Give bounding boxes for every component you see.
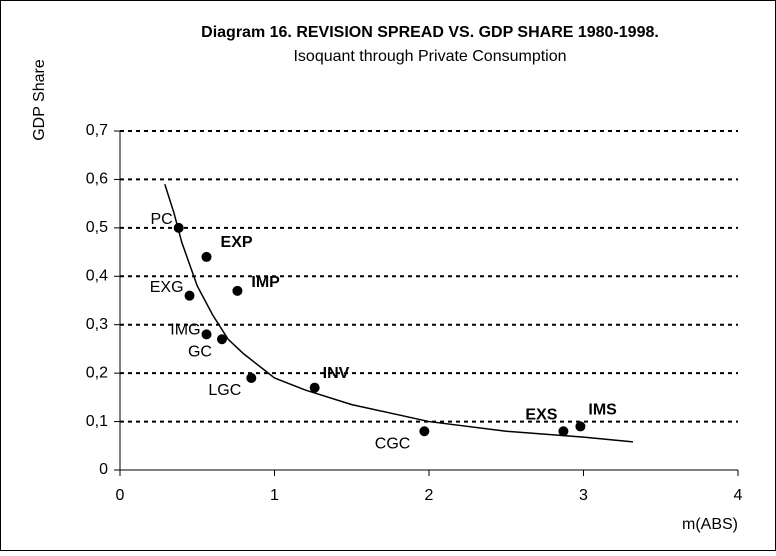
- chart-subtitle: Isoquant through Private Consumption: [293, 48, 566, 65]
- data-point: [575, 421, 586, 432]
- data-point: [184, 290, 195, 301]
- point-label: IMG: [170, 322, 200, 339]
- data-point: [246, 372, 257, 383]
- x-tick-label: 4: [734, 487, 743, 504]
- point-label: EXP: [221, 234, 253, 251]
- data-point: [201, 251, 212, 262]
- y-tick-label: 0,1: [86, 413, 108, 430]
- y-axis-label: GDP Share: [31, 59, 48, 141]
- x-tick-label: 0: [116, 487, 125, 504]
- y-tick-label: 0,3: [86, 316, 108, 333]
- chart-title: Diagram 16. REVISION SPREAD VS. GDP SHAR…: [201, 24, 659, 41]
- point-label: LGC: [208, 382, 241, 399]
- x-axis-label: m(ABS): [682, 516, 738, 533]
- x-tick-label: 2: [425, 487, 434, 504]
- data-point: [232, 285, 243, 296]
- y-tick-label: 0,7: [86, 122, 108, 139]
- point-label: IMS: [588, 402, 617, 419]
- y-tick-label: 0,4: [86, 268, 108, 285]
- y-tick-label: 0,5: [86, 219, 108, 236]
- point-label: INV: [323, 365, 350, 382]
- x-tick-label: 1: [270, 487, 279, 504]
- data-point: [216, 334, 227, 345]
- isoquant-curve: [164, 184, 634, 443]
- data-point: [419, 426, 430, 437]
- y-tick-label: 0: [99, 461, 108, 478]
- point-label: PC: [150, 211, 172, 228]
- data-point: [558, 426, 569, 437]
- point-label: IMP: [251, 274, 280, 291]
- y-tick-label: 0,6: [86, 171, 108, 188]
- data-point: [173, 222, 184, 233]
- x-tick-label: 3: [579, 487, 588, 504]
- point-label: CGC: [375, 435, 411, 452]
- y-tick-label: 0,2: [86, 364, 108, 381]
- point-label: EXS: [525, 406, 557, 423]
- point-label: GC: [188, 343, 212, 360]
- data-point: [201, 329, 212, 340]
- point-label: EXG: [150, 279, 184, 296]
- data-point: [309, 382, 320, 393]
